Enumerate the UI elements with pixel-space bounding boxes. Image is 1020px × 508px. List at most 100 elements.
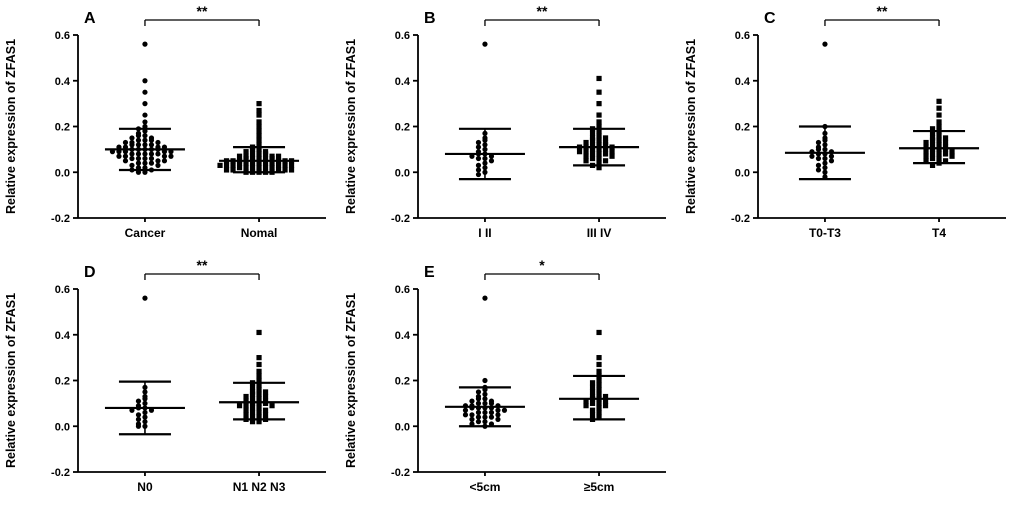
data-point	[275, 153, 282, 159]
y-tick-label: 0.4	[55, 330, 71, 342]
y-tick-label: -0.2	[391, 467, 410, 479]
data-point	[269, 155, 275, 162]
data-point	[262, 165, 269, 171]
data-point	[122, 153, 129, 159]
data-point	[822, 41, 828, 47]
panel-E-label: E	[424, 264, 435, 281]
data-point	[256, 142, 262, 148]
group-label: N0	[137, 480, 153, 494]
data-point	[475, 139, 482, 146]
data-point	[129, 135, 135, 141]
data-point	[942, 151, 949, 157]
data-point	[256, 101, 262, 107]
y-tick-label: 0.4	[735, 76, 751, 88]
data-point	[249, 400, 256, 406]
group-label: Cancer	[125, 226, 166, 240]
data-point	[161, 153, 168, 159]
data-point	[129, 151, 135, 157]
data-point	[936, 123, 942, 130]
data-point	[923, 144, 929, 150]
y-axis-title: Relative expression of ZFAS1	[4, 39, 18, 214]
data-point	[243, 412, 249, 418]
data-point	[488, 414, 495, 420]
data-point	[116, 153, 122, 159]
data-point	[609, 149, 615, 155]
panel-C-chart: Relative expression of ZFAS1 -0.2 0.0 0.2 0.…	[684, 3, 1006, 240]
data-point	[936, 98, 942, 104]
data-point	[475, 414, 482, 420]
data-point	[243, 393, 249, 400]
data-point	[583, 403, 589, 409]
data-point	[475, 162, 482, 168]
panel-C: C Relative expression of ZFAS1 -0.2 0.0 0.2…	[680, 0, 1020, 254]
y-tick-label: 0.2	[395, 376, 410, 388]
y-tick-label: 0.2	[55, 122, 70, 134]
panel-A-chart: Relative expression of ZFAS1 -0.2 0.0 0.2 0.…	[4, 3, 326, 240]
group-label: <5cm	[469, 480, 500, 494]
data-point	[923, 153, 929, 159]
data-point	[475, 400, 482, 406]
data-point	[495, 416, 501, 422]
data-point	[923, 158, 929, 164]
significance-stars: **	[197, 257, 208, 273]
significance-stars: **	[197, 3, 208, 19]
data-point	[583, 398, 589, 404]
data-point	[249, 409, 256, 416]
data-point	[148, 137, 155, 143]
data-point	[282, 167, 288, 173]
data-point	[256, 329, 262, 336]
data-point	[475, 144, 482, 150]
data-point	[249, 165, 256, 171]
data-point	[256, 119, 262, 125]
data-point	[482, 41, 488, 47]
data-point	[596, 123, 602, 130]
significance-stars: **	[537, 3, 548, 19]
data-point	[929, 130, 936, 136]
data-point	[135, 151, 142, 157]
data-point	[256, 133, 262, 139]
data-point	[589, 151, 596, 157]
data-point	[275, 162, 282, 168]
data-point	[135, 133, 142, 139]
data-point	[256, 361, 262, 368]
data-point	[249, 419, 256, 425]
data-point	[596, 368, 602, 374]
data-point	[501, 407, 508, 413]
data-point	[256, 368, 262, 374]
data-point	[929, 162, 936, 168]
data-point	[135, 412, 142, 418]
y-tick-label: 0.6	[395, 30, 410, 42]
data-point	[596, 89, 602, 95]
data-point	[828, 158, 835, 164]
data-point	[223, 167, 230, 173]
data-point	[589, 155, 596, 162]
data-point	[262, 412, 269, 418]
data-point	[135, 416, 142, 422]
data-point	[602, 135, 609, 141]
data-point	[923, 149, 929, 155]
y-tick-label: 0.0	[55, 167, 70, 179]
y-tick-label: 0.4	[395, 76, 411, 88]
data-point	[275, 167, 282, 173]
data-point	[589, 146, 596, 152]
data-point	[475, 171, 482, 178]
data-point	[589, 407, 596, 413]
panel-D: D Relative expression of ZFAS1 -0.2 0.0 0.2…	[0, 254, 340, 508]
panel-B-chart: Relative expression of ZFAS1 -0.2 0.0 0.2 0.…	[344, 3, 666, 240]
data-point	[256, 419, 262, 425]
data-point	[942, 146, 949, 152]
data-point	[596, 112, 602, 118]
panel-E: E Relative expression of ZFAS1 -0.2 0.0 0.2…	[340, 254, 680, 508]
data-point	[243, 160, 249, 166]
data-point	[122, 158, 129, 164]
data-point	[135, 423, 142, 429]
y-tick-label: -0.2	[51, 467, 70, 479]
data-point	[815, 139, 822, 146]
data-point	[482, 295, 488, 301]
data-point	[469, 398, 475, 404]
data-point	[602, 142, 609, 148]
y-tick-label: 0.0	[55, 421, 70, 433]
data-point	[602, 403, 609, 409]
y-tick-label: 0.0	[395, 421, 410, 433]
